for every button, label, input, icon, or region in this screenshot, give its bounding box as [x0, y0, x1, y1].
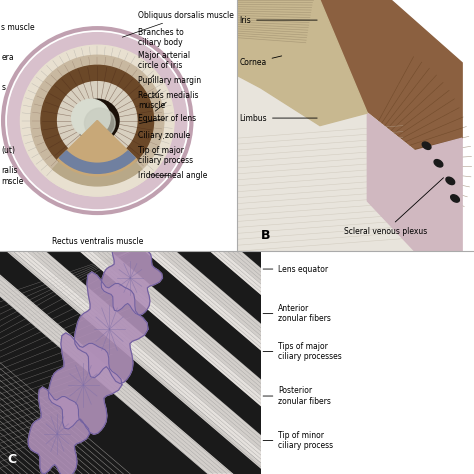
- Wedge shape: [53, 120, 142, 186]
- Ellipse shape: [451, 195, 459, 202]
- Ellipse shape: [422, 142, 431, 149]
- Polygon shape: [367, 113, 462, 251]
- Circle shape: [84, 108, 115, 138]
- Text: Cornea: Cornea: [239, 56, 282, 67]
- Text: Tips of major
ciliary processes: Tips of major ciliary processes: [278, 342, 341, 361]
- Polygon shape: [237, 75, 415, 251]
- Text: Obliquus dorsalis muscle: Obliquus dorsalis muscle: [122, 10, 234, 37]
- Text: Anterior
zonular fibers: Anterior zonular fibers: [278, 304, 331, 323]
- Circle shape: [20, 45, 174, 196]
- Text: era: era: [1, 53, 14, 62]
- Polygon shape: [0, 251, 266, 474]
- Text: s: s: [1, 83, 5, 92]
- Text: s muscle: s muscle: [1, 23, 35, 32]
- Text: Equator of lens: Equator of lens: [138, 114, 196, 123]
- Text: Tip of major
ciliary process: Tip of major ciliary process: [138, 146, 193, 165]
- Text: Scleral venous plexus: Scleral venous plexus: [344, 178, 444, 236]
- Text: Iridocorneal angle: Iridocorneal angle: [138, 172, 208, 180]
- Polygon shape: [48, 333, 122, 434]
- Text: Rectus ventralis muscle: Rectus ventralis muscle: [52, 237, 143, 246]
- Circle shape: [72, 99, 110, 137]
- Polygon shape: [0, 251, 261, 474]
- Polygon shape: [13, 251, 352, 474]
- Text: Rectus medialis
muscle: Rectus medialis muscle: [138, 91, 199, 111]
- Polygon shape: [28, 387, 90, 474]
- Polygon shape: [274, 251, 474, 474]
- Wedge shape: [57, 120, 137, 176]
- Polygon shape: [237, 0, 367, 126]
- Text: Pupillary margin: Pupillary margin: [138, 76, 201, 98]
- Text: Ciliary zonule: Ciliary zonule: [138, 131, 191, 140]
- Polygon shape: [74, 272, 148, 383]
- Ellipse shape: [434, 160, 443, 167]
- Circle shape: [75, 99, 119, 142]
- Text: C: C: [8, 453, 17, 466]
- Text: B: B: [261, 228, 270, 242]
- Polygon shape: [112, 251, 404, 474]
- Polygon shape: [101, 239, 163, 315]
- Text: Iris: Iris: [239, 16, 317, 25]
- Text: Posterior
zonular fibers: Posterior zonular fibers: [278, 386, 331, 406]
- Circle shape: [8, 33, 187, 209]
- Text: Limbus: Limbus: [239, 114, 317, 123]
- Polygon shape: [0, 251, 287, 474]
- Ellipse shape: [446, 177, 455, 184]
- Circle shape: [58, 82, 137, 160]
- Polygon shape: [209, 251, 474, 474]
- Wedge shape: [59, 151, 135, 173]
- Polygon shape: [243, 251, 474, 474]
- Text: Lens equator: Lens equator: [278, 264, 328, 273]
- Polygon shape: [78, 251, 417, 474]
- Polygon shape: [144, 251, 474, 474]
- Text: Major arterial
circle of iris: Major arterial circle of iris: [138, 51, 191, 78]
- Polygon shape: [177, 251, 469, 474]
- Circle shape: [31, 55, 164, 186]
- Text: (ut): (ut): [1, 146, 15, 155]
- Wedge shape: [48, 120, 146, 196]
- Polygon shape: [47, 251, 339, 474]
- Circle shape: [41, 65, 154, 176]
- Text: Tip of minor
ciliary process: Tip of minor ciliary process: [278, 431, 333, 450]
- Text: ralis
mscle: ralis mscle: [1, 166, 24, 185]
- Polygon shape: [296, 0, 462, 151]
- Text: Branches to
ciliary body: Branches to ciliary body: [138, 28, 184, 53]
